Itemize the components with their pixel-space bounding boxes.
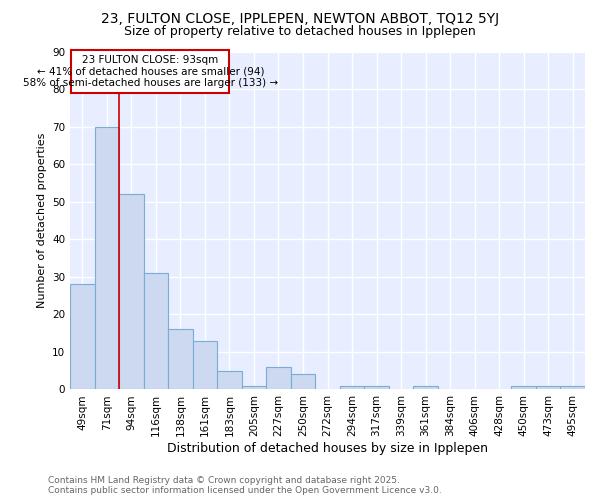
Bar xyxy=(364,386,389,390)
Y-axis label: Number of detached properties: Number of detached properties xyxy=(37,133,47,308)
Text: Size of property relative to detached houses in Ipplepen: Size of property relative to detached ho… xyxy=(124,25,476,38)
Bar xyxy=(143,273,168,390)
Bar xyxy=(168,330,193,390)
Bar xyxy=(536,386,560,390)
Bar xyxy=(119,194,143,390)
Bar xyxy=(291,374,315,390)
Bar xyxy=(217,370,242,390)
Bar xyxy=(95,126,119,390)
Bar xyxy=(242,386,266,390)
Bar xyxy=(413,386,438,390)
Bar xyxy=(511,386,536,390)
Bar xyxy=(340,386,364,390)
Bar xyxy=(70,284,95,390)
FancyBboxPatch shape xyxy=(71,50,229,93)
Bar xyxy=(266,367,291,390)
Bar xyxy=(560,386,585,390)
X-axis label: Distribution of detached houses by size in Ipplepen: Distribution of detached houses by size … xyxy=(167,442,488,455)
Bar xyxy=(193,340,217,390)
Text: 23 FULTON CLOSE: 93sqm
← 41% of detached houses are smaller (94)
58% of semi-det: 23 FULTON CLOSE: 93sqm ← 41% of detached… xyxy=(23,54,278,88)
Text: Contains HM Land Registry data © Crown copyright and database right 2025.
Contai: Contains HM Land Registry data © Crown c… xyxy=(48,476,442,495)
Text: 23, FULTON CLOSE, IPPLEPEN, NEWTON ABBOT, TQ12 5YJ: 23, FULTON CLOSE, IPPLEPEN, NEWTON ABBOT… xyxy=(101,12,499,26)
